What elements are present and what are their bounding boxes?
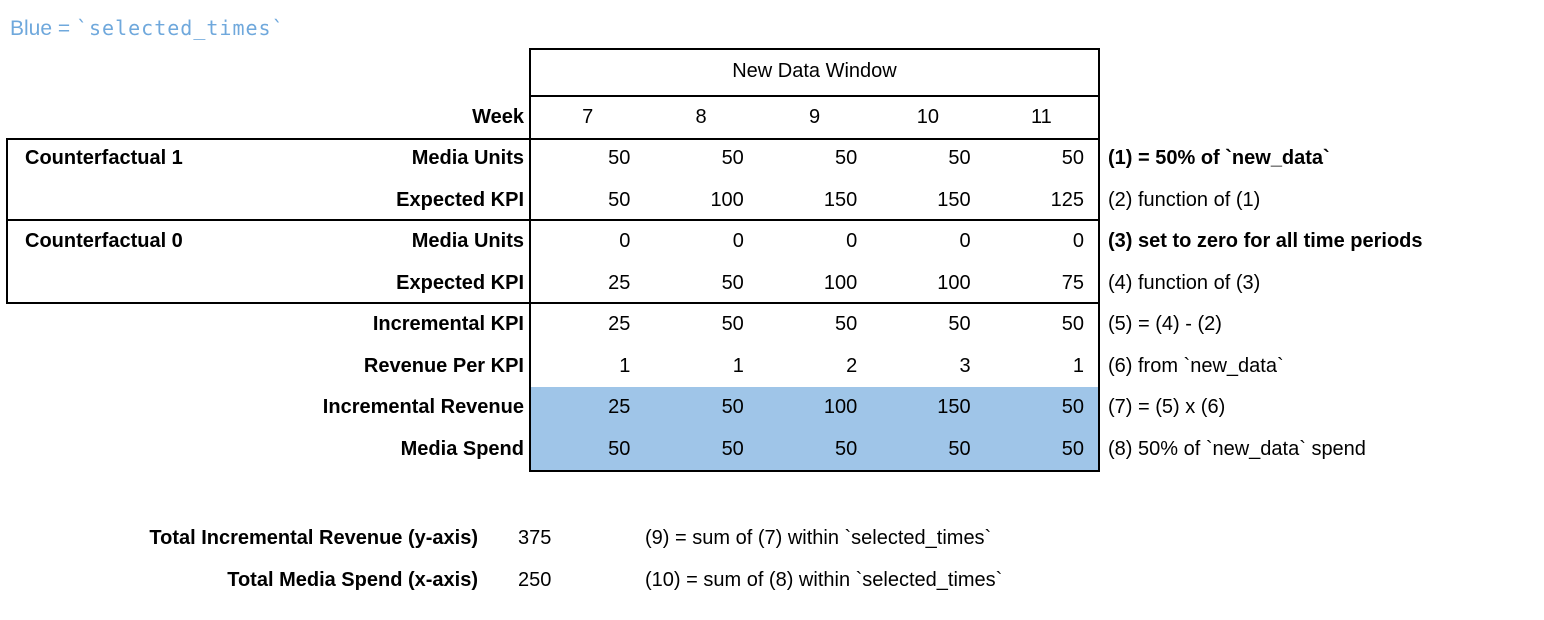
row-cells: 1 1 2 3 1 bbox=[531, 346, 1098, 388]
data-cell: 1 bbox=[732, 354, 744, 377]
row-label: Revenue Per KPI bbox=[363, 354, 524, 377]
table-row-incremental-kpi: Incremental KPI 25 50 50 50 50 (5) = (4)… bbox=[0, 304, 1544, 346]
data-cell: 50 bbox=[608, 147, 631, 169]
data-cell: 100 bbox=[823, 271, 858, 294]
row-annotation: (5) = (4) - (2) bbox=[1108, 313, 1222, 335]
table-row-cf0-media-units: Media Units 0 0 0 0 0 (3) set to zero fo… bbox=[0, 221, 1544, 263]
data-cell: 50 bbox=[608, 188, 631, 211]
row-annotation: (7) = (5) x (6) bbox=[1108, 396, 1226, 418]
data-cell: 1 bbox=[619, 354, 631, 377]
data-cell: 0 bbox=[846, 230, 858, 252]
table-row-cf0-expected-kpi: Expected KPI 25 50 100 100 75 (4) functi… bbox=[0, 263, 1544, 305]
row-label: Incremental Revenue bbox=[322, 396, 524, 418]
data-cell: 50 bbox=[834, 313, 858, 335]
data-cell: 50 bbox=[721, 396, 744, 418]
data-cell: 50 bbox=[721, 313, 744, 335]
row-annotation: (8) 50% of `new_data` spend bbox=[1108, 437, 1366, 460]
data-cell: 50 bbox=[834, 437, 858, 460]
data-cell: 25 bbox=[608, 396, 631, 418]
row-cells-highlighted: 50 50 50 50 50 bbox=[531, 428, 1098, 470]
data-cell: 50 bbox=[1061, 396, 1085, 418]
table-row-cf1-expected-kpi: Expected KPI 50 100 150 150 125 (2) func… bbox=[0, 180, 1544, 222]
row-label: Expected KPI bbox=[396, 271, 524, 294]
week-row-label: Week bbox=[472, 106, 524, 128]
data-cell: 25 bbox=[608, 313, 631, 335]
counterfactual-0-label: Counterfactual 0 bbox=[25, 230, 183, 252]
row-label: Media Spend bbox=[400, 437, 524, 460]
data-cell: 50 bbox=[608, 437, 631, 460]
data-cell: 3 bbox=[959, 354, 971, 377]
row-annotation: (2) function of (1) bbox=[1108, 188, 1261, 211]
data-cell: 125 bbox=[1050, 188, 1085, 211]
data-cell: 1 bbox=[1072, 354, 1085, 377]
data-cell: 50 bbox=[1061, 147, 1085, 169]
row-cells: 25 50 50 50 50 bbox=[531, 304, 1098, 346]
data-cell: 50 bbox=[1061, 437, 1085, 460]
row-label: Media Units bbox=[411, 147, 524, 169]
row-label: Expected KPI bbox=[396, 188, 524, 211]
row-annotation: (3) set to zero for all time periods bbox=[1108, 230, 1423, 252]
week-numbers-row: 7 8 9 10 11 bbox=[531, 97, 1098, 138]
row-cells: 0 0 0 0 0 bbox=[531, 221, 1098, 263]
week-number: 9 bbox=[808, 106, 821, 128]
total-incremental-revenue-row: Total Incremental Revenue (y-axis) 375 (… bbox=[0, 523, 1544, 553]
counterfactual-1-label: Counterfactual 1 bbox=[25, 147, 183, 169]
row-cells: 50 50 50 50 50 bbox=[531, 138, 1098, 180]
data-cell: 50 bbox=[834, 147, 858, 169]
row-label: Media Units bbox=[411, 230, 524, 252]
data-cell: 75 bbox=[1061, 271, 1085, 294]
data-cell: 25 bbox=[608, 271, 631, 294]
data-cell: 50 bbox=[948, 437, 971, 460]
week-number: 8 bbox=[695, 106, 707, 128]
data-cell: 150 bbox=[937, 188, 971, 211]
total-annotation: (10) = sum of (8) within `selected_times… bbox=[645, 569, 1003, 591]
data-cell: 150 bbox=[937, 396, 971, 418]
total-annotation: (9) = sum of (7) within `selected_times` bbox=[645, 527, 992, 549]
total-label: Total Incremental Revenue (y-axis) bbox=[149, 527, 478, 549]
data-cell: 50 bbox=[948, 313, 971, 335]
data-cell: 0 bbox=[959, 230, 971, 252]
table-row-cf1-media-units: Media Units 50 50 50 50 50 (1) = 50% of … bbox=[0, 138, 1544, 180]
row-annotation: (6) from `new_data` bbox=[1108, 354, 1284, 377]
total-media-spend-row: Total Media Spend (x-axis) 250 (10) = su… bbox=[0, 565, 1544, 595]
row-annotation: (1) = 50% of `new_data` bbox=[1108, 147, 1330, 169]
data-cell: 0 bbox=[1072, 230, 1085, 252]
data-cell: 150 bbox=[823, 188, 858, 211]
data-cell: 100 bbox=[823, 396, 858, 418]
data-cell: 0 bbox=[619, 230, 631, 252]
table-row-media-spend: Media Spend 50 50 50 50 50 (8) 50% of `n… bbox=[0, 428, 1544, 470]
table-row-revenue-per-kpi: Revenue Per KPI 1 1 2 3 1 (6) from `new_… bbox=[0, 346, 1544, 388]
row-cells-highlighted: 25 50 100 150 50 bbox=[531, 387, 1098, 429]
table-row-incremental-revenue: Incremental Revenue 25 50 100 150 50 (7)… bbox=[0, 387, 1544, 429]
table-body: Media Units 50 50 50 50 50 (1) = 50% of … bbox=[0, 138, 1544, 470]
row-cells: 25 50 100 100 75 bbox=[531, 263, 1098, 305]
data-cell: 50 bbox=[721, 271, 744, 294]
legend-prefix: Blue = bbox=[10, 17, 76, 40]
week-number: 10 bbox=[916, 106, 940, 128]
week-number: 11 bbox=[1030, 106, 1052, 128]
new-data-window-header: New Data Window bbox=[732, 60, 897, 82]
data-cell: 50 bbox=[1061, 313, 1085, 335]
legend-code-selected-times: `selected_times` bbox=[75, 16, 285, 40]
data-cell: 2 bbox=[846, 354, 858, 377]
row-annotation: (4) function of (3) bbox=[1108, 271, 1261, 294]
data-cell: 100 bbox=[710, 188, 744, 211]
week-number: 7 bbox=[582, 106, 594, 128]
data-cell: 50 bbox=[721, 437, 744, 460]
row-label: Incremental KPI bbox=[372, 313, 524, 335]
total-value: 375 bbox=[518, 527, 552, 549]
legend-blue-note: Blue = `selected_times` bbox=[10, 16, 285, 41]
row-cells: 50 100 150 150 125 bbox=[531, 180, 1098, 222]
data-cell: 0 bbox=[732, 230, 744, 252]
data-cell: 50 bbox=[721, 147, 744, 169]
data-cell: 100 bbox=[937, 271, 971, 294]
data-cell: 50 bbox=[948, 147, 971, 169]
total-value: 250 bbox=[518, 569, 552, 591]
total-label: Total Media Spend (x-axis) bbox=[227, 569, 478, 591]
